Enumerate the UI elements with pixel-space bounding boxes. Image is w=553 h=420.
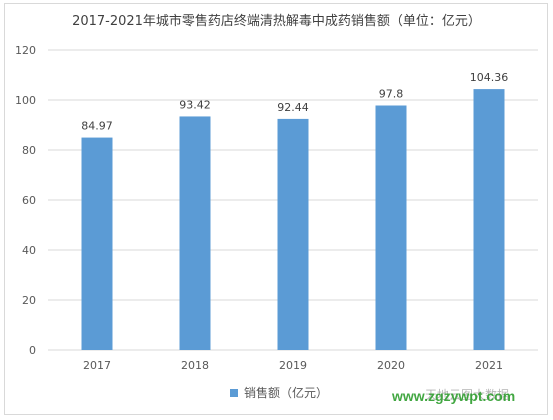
data-label: 92.44 — [277, 101, 309, 114]
bar — [473, 89, 505, 350]
y-tick-label: 100 — [15, 94, 36, 107]
legend-label: 销售额（亿元） — [244, 386, 329, 400]
legend: 销售额（亿元） — [230, 384, 328, 401]
y-tick-label: 60 — [22, 194, 36, 207]
bar — [179, 116, 211, 350]
legend-swatch — [230, 388, 238, 397]
x-tick-label: 2021 — [475, 359, 503, 372]
data-label: 84.97 — [81, 120, 113, 133]
x-tick-label: 2017 — [83, 359, 111, 372]
y-tick-label: 120 — [15, 44, 36, 57]
y-tick-label: 0 — [29, 344, 36, 357]
x-tick-label: 2020 — [377, 359, 405, 372]
data-label: 97.8 — [379, 88, 404, 101]
bar — [375, 105, 407, 350]
x-tick-label: 2018 — [181, 359, 209, 372]
y-tick-label: 20 — [22, 294, 36, 307]
watermark-subtext: 天地云图大数据 — [425, 388, 510, 402]
x-tick-label: 2019 — [279, 359, 307, 372]
bar — [277, 118, 309, 351]
y-tick-label: 40 — [22, 244, 36, 257]
data-label: 93.42 — [179, 98, 211, 111]
watermark-url: www.zgzywpt.com — [392, 388, 516, 404]
data-label: 104.36 — [470, 71, 509, 84]
y-tick-label: 80 — [22, 144, 36, 157]
bar — [81, 137, 113, 350]
chart-title: 2017-2021年城市零售药店终端清热解毒中成药销售额（单位：亿元） — [72, 14, 481, 29]
